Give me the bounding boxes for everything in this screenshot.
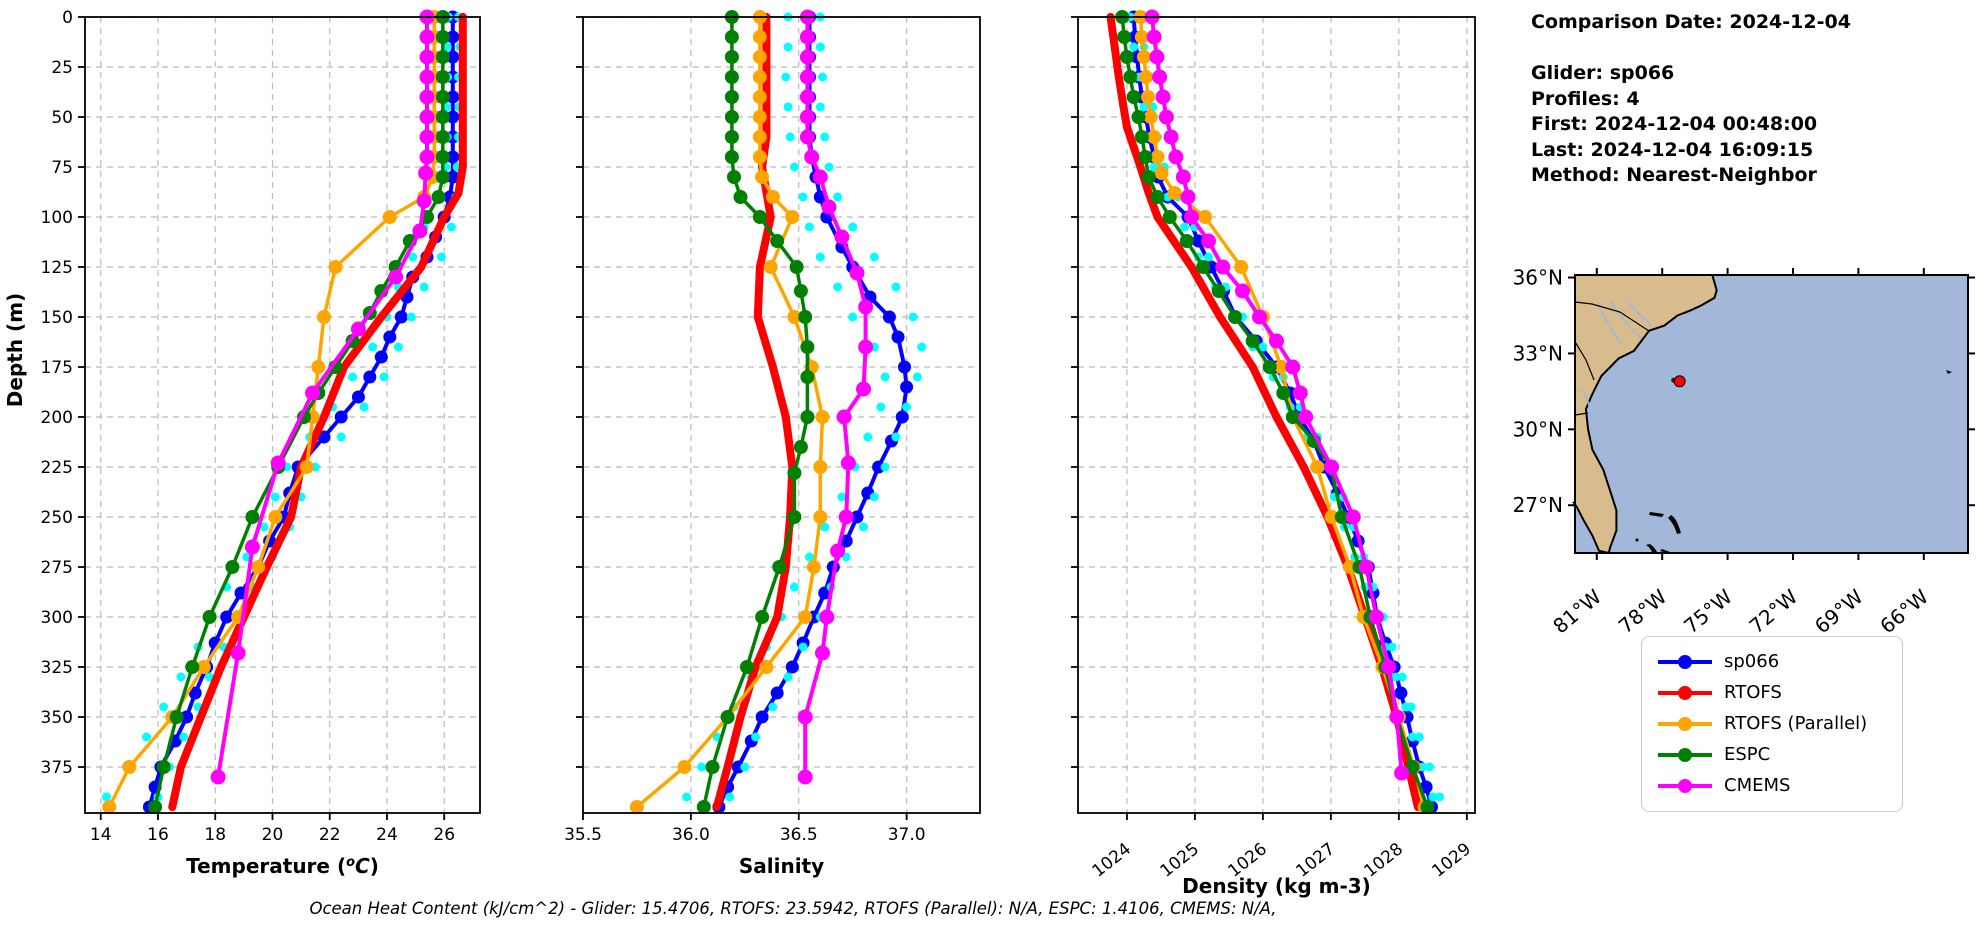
xtick-label: 18	[204, 825, 226, 845]
ytick-label: 250	[41, 508, 73, 528]
map-river	[1581, 389, 1592, 429]
map-lat-label: 33°N	[1513, 341, 1563, 365]
xtick-label: 24	[376, 825, 398, 845]
legend-line-sample	[1658, 716, 1712, 731]
series-espc	[148, 10, 450, 814]
xtick-label: 14	[90, 825, 112, 845]
series-line	[168, 13, 467, 811]
legend-label: RTOFS	[1724, 682, 1782, 703]
legend-item-rtofs: RTOFS	[1656, 677, 1902, 708]
density-axis-label: Density (kg m-3)	[1182, 874, 1371, 898]
salinity-axis-label: Salinity	[739, 854, 824, 878]
temperature-axis-label: Temperature (oC)	[186, 854, 379, 878]
depth-axis-label: Depth (m)	[3, 293, 27, 407]
ytick-label: 375	[41, 758, 73, 778]
legend-label: CMEMS	[1724, 775, 1791, 796]
legend-item-espc: ESPC	[1656, 739, 1902, 770]
map-lat-label: 27°N	[1513, 493, 1563, 517]
map-state-border	[1574, 412, 1589, 416]
legend-line-sample	[1658, 778, 1712, 793]
xtick-label: 36.0	[672, 825, 710, 845]
series-line	[1120, 15, 1430, 809]
map-lon-label: 81°W	[1548, 584, 1606, 638]
map-lon-label: 75°W	[1679, 584, 1737, 638]
series-cmems	[210, 9, 435, 785]
legend-item-sp066: sp066	[1656, 646, 1902, 677]
map-lat-label: 36°N	[1513, 266, 1563, 290]
map-island	[1946, 370, 1952, 374]
ytick-label: 125	[41, 258, 73, 278]
series-cmems	[797, 9, 874, 785]
xtick-label: 35.5	[564, 825, 602, 845]
ytick-label: 0	[62, 8, 73, 28]
info-line: Last: 2024-12-04 16:09:15	[1531, 138, 1814, 161]
series-sp066-raw-1	[682, 12, 890, 802]
map-river	[1609, 299, 1642, 339]
series-espc	[696, 10, 815, 814]
glider-location-marker	[1673, 375, 1686, 388]
xtick-label: 20	[262, 825, 284, 845]
info-line: Comparison Date: 2024-12-04	[1531, 11, 1851, 33]
legend-item-cmems: CMEMS	[1656, 770, 1902, 801]
ytick-label: 350	[41, 708, 73, 728]
ytick-label: 150	[41, 308, 73, 328]
series-rtofs-parallel-	[629, 10, 830, 814]
xtick-label: 22	[319, 825, 341, 845]
series-cmems	[1144, 9, 1410, 781]
map-state-border	[1574, 301, 1650, 332]
map-island	[1668, 515, 1681, 534]
map-lon-label: 69°W	[1810, 584, 1868, 638]
info-line: First: 2024-12-04 00:48:00	[1531, 113, 1818, 135]
location-map: 36°N 33°N 30°N 27°N 81°W 78°W 75°W 72°W 69°W 66°W	[1513, 266, 1975, 638]
legend-label: ESPC	[1724, 744, 1771, 765]
ytick-label: 175	[41, 358, 73, 378]
map-island	[1646, 544, 1657, 552]
legend-line-sample	[1658, 685, 1712, 700]
xtick-label: 1029	[1429, 839, 1475, 881]
info-line	[1531, 36, 1851, 62]
legend-item-rtofs-parallel-: RTOFS (Parallel)	[1656, 708, 1902, 739]
info-panel: Comparison Date: 2024-12-04 Glider: sp06…	[1531, 10, 1851, 189]
legend-label: sp066	[1724, 651, 1780, 672]
ytick-label: 275	[41, 558, 73, 578]
map-land	[1572, 274, 1718, 555]
xtick-label: 36.5	[780, 825, 818, 845]
info-line: Profiles: 4	[1531, 87, 1640, 110]
ytick-label: 225	[41, 458, 73, 478]
xtick-label: 1024	[1089, 839, 1135, 881]
map-lat-label: 30°N	[1513, 417, 1563, 441]
info-line: Method: Nearest-Neighbor	[1531, 164, 1817, 186]
ytick-label: 50	[51, 108, 73, 128]
ytick-label: 75	[51, 158, 73, 178]
temperature-panel: 0 25 50 75 100 125 150 175 200 225 250 275 300 325 350…	[3, 8, 481, 878]
legend: sp066 RTOFS RTOFS (Parallel) ESPC CMEMS	[1641, 636, 1903, 812]
ytick-label: 100	[41, 208, 73, 228]
legend-line-sample	[1658, 747, 1712, 762]
series-sp066-raw-2	[725, 12, 927, 802]
map-river	[1597, 304, 1622, 345]
info-line: Glider: sp066	[1531, 62, 1675, 84]
legend-line-sample	[1658, 654, 1712, 669]
ocean-heat-content-footer: Ocean Heat Content (kJ/cm^2) - Glider: 1…	[309, 899, 1277, 918]
map-lon-label: 66°W	[1875, 584, 1933, 638]
salinity-panel: 35.5 36.0 36.5 37.0 Salinity	[564, 9, 981, 878]
map-lon-label: 72°W	[1744, 584, 1802, 638]
ytick-label: 25	[51, 58, 73, 78]
xtick-label: 26	[433, 825, 455, 845]
map-island	[1649, 512, 1664, 517]
xtick-label: 16	[147, 825, 169, 845]
map-lon-label: 78°W	[1614, 584, 1672, 638]
ytick-label: 325	[41, 658, 73, 678]
map-river	[1627, 299, 1653, 327]
legend-label: RTOFS (Parallel)	[1724, 713, 1868, 734]
ytick-label: 300	[41, 608, 73, 628]
xtick-label: 37.0	[888, 825, 926, 845]
ytick-label: 200	[41, 408, 73, 428]
